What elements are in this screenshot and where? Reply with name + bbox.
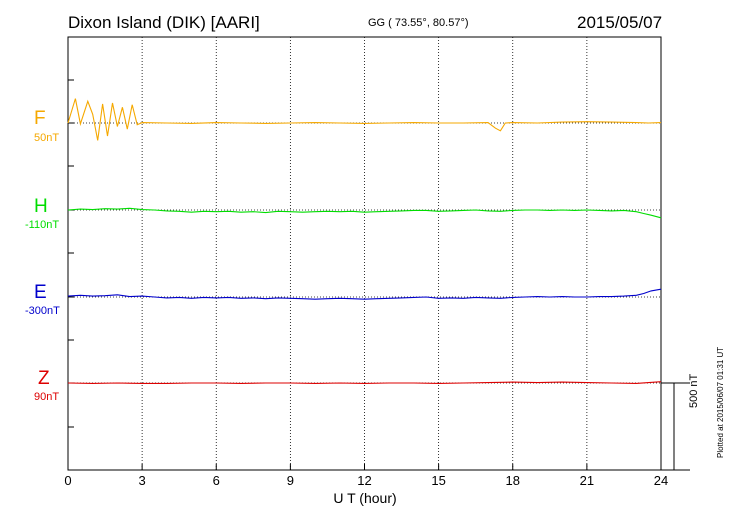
series-line-e bbox=[67, 288, 662, 300]
component-f-baseline: 50nT bbox=[34, 132, 60, 144]
component-h-baseline: -110nT bbox=[25, 219, 60, 231]
x-tick-label-3: 3 bbox=[139, 473, 146, 488]
component-z-baseline: 90nT bbox=[34, 391, 60, 403]
x-axis-label: U T (hour) bbox=[333, 490, 397, 506]
series-line-f bbox=[67, 98, 662, 141]
plotted-timestamp: Plotted at 2015/06/07 01:31 UT bbox=[716, 346, 725, 458]
component-h-label: H bbox=[34, 196, 48, 217]
x-tick-label-24: 24 bbox=[654, 473, 668, 488]
x-tick-label-9: 9 bbox=[287, 473, 294, 488]
x-tick-label-12: 12 bbox=[357, 473, 371, 488]
scale-bar-label: 500 nT bbox=[688, 373, 700, 408]
component-e-label: E bbox=[34, 282, 47, 303]
x-tick-label-21: 21 bbox=[580, 473, 594, 488]
station-title: Dixon Island (DIK) [AARI] bbox=[68, 13, 260, 32]
x-tick-label-0: 0 bbox=[64, 473, 71, 488]
x-tick-label-18: 18 bbox=[506, 473, 520, 488]
series-line-h bbox=[67, 207, 662, 219]
component-f-label: F bbox=[34, 108, 46, 129]
component-e-baseline: -300nT bbox=[25, 305, 60, 317]
title-row: Dixon Island (DIK) [AARI] GG ( 73.55°, 8… bbox=[0, 10, 730, 34]
component-z-label: Z bbox=[38, 368, 50, 389]
coordinates: GG ( 73.55°, 80.57°) bbox=[368, 17, 469, 29]
x-tick-label-6: 6 bbox=[213, 473, 220, 488]
x-tick-label-15: 15 bbox=[431, 473, 445, 488]
date-label: 2015/05/07 bbox=[577, 13, 663, 32]
series-line-z bbox=[67, 381, 662, 384]
